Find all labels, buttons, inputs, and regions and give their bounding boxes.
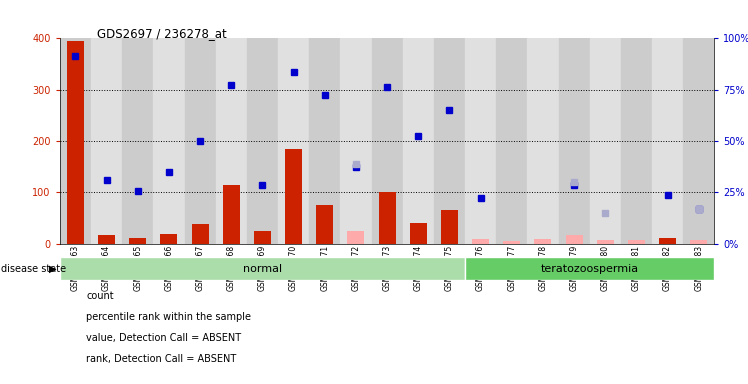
Text: rank, Detection Call = ABSENT: rank, Detection Call = ABSENT: [86, 354, 236, 364]
Bar: [496, 38, 527, 244]
Bar: [309, 38, 340, 244]
Bar: [559, 38, 589, 244]
Bar: [589, 38, 621, 244]
Bar: [503, 241, 521, 244]
Text: normal: normal: [243, 264, 282, 274]
Bar: [690, 240, 708, 244]
Bar: [347, 231, 364, 244]
Bar: [372, 38, 402, 244]
Bar: [285, 149, 302, 244]
Bar: [215, 38, 247, 244]
Bar: [410, 223, 427, 244]
Text: ▶: ▶: [49, 264, 56, 274]
Bar: [153, 38, 185, 244]
Bar: [465, 257, 714, 280]
Bar: [67, 41, 84, 244]
Bar: [621, 38, 652, 244]
Bar: [122, 38, 153, 244]
Bar: [129, 238, 147, 244]
Text: GDS2697 / 236278_at: GDS2697 / 236278_at: [97, 27, 227, 40]
Bar: [98, 235, 115, 244]
Bar: [223, 185, 240, 244]
Bar: [340, 38, 372, 244]
Bar: [472, 239, 489, 244]
Bar: [185, 38, 215, 244]
Bar: [402, 38, 434, 244]
Bar: [465, 38, 496, 244]
Bar: [565, 235, 583, 244]
Bar: [597, 240, 614, 244]
Bar: [378, 192, 396, 244]
Bar: [628, 240, 645, 244]
Bar: [659, 238, 676, 244]
Bar: [60, 38, 91, 244]
Bar: [247, 38, 278, 244]
Bar: [254, 231, 271, 244]
Bar: [316, 205, 334, 244]
Bar: [278, 38, 309, 244]
Bar: [534, 239, 551, 244]
Bar: [441, 210, 458, 244]
Text: disease state: disease state: [1, 264, 66, 274]
Bar: [91, 38, 122, 244]
Text: teratozoospermia: teratozoospermia: [541, 264, 639, 274]
Text: value, Detection Call = ABSENT: value, Detection Call = ABSENT: [86, 333, 241, 343]
Bar: [160, 233, 177, 244]
Bar: [683, 38, 714, 244]
Text: percentile rank within the sample: percentile rank within the sample: [86, 312, 251, 322]
Bar: [434, 38, 465, 244]
Bar: [60, 257, 465, 280]
Bar: [527, 38, 559, 244]
Bar: [191, 224, 209, 244]
Bar: [652, 38, 683, 244]
Text: count: count: [86, 291, 114, 301]
